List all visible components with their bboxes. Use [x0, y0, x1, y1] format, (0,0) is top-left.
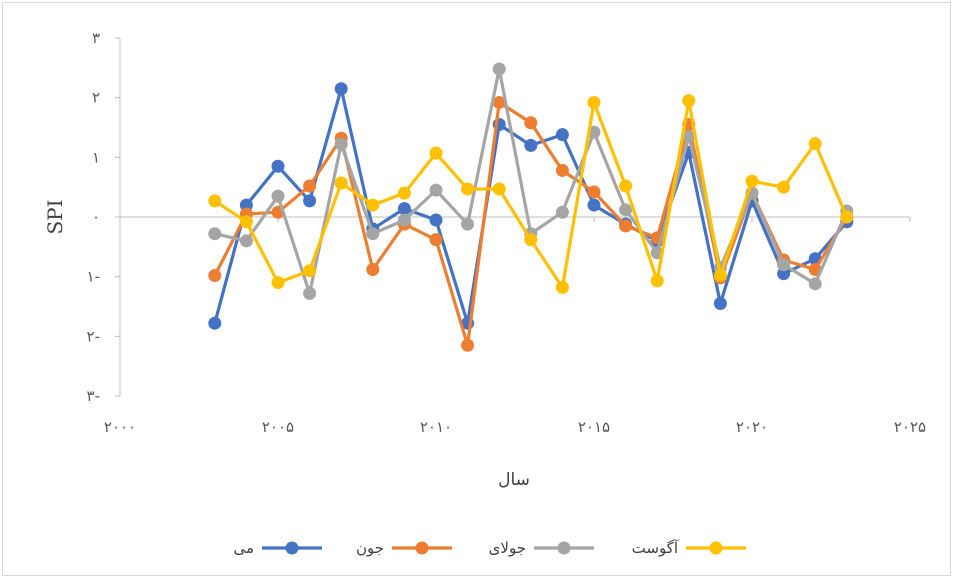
x-tick-label: ۲۰۰۰	[104, 418, 136, 436]
legend: می جون جولای آگوست	[233, 539, 746, 557]
y-tick-label: ۳	[92, 29, 100, 47]
data-point	[429, 146, 443, 160]
y-axis-title: SPI	[43, 199, 67, 234]
data-point	[777, 180, 791, 194]
data-point	[650, 274, 664, 288]
data-point	[366, 263, 380, 277]
data-point	[303, 179, 317, 193]
data-point	[461, 338, 475, 352]
x-tick-label: ۲۰۱۵	[578, 418, 610, 436]
x-tick-label: ۲۰۱۰	[420, 418, 452, 436]
x-tick-label: ۲۰۲۵	[894, 418, 926, 436]
legend-item: جولای	[489, 539, 594, 557]
data-point	[334, 176, 348, 190]
data-point	[303, 286, 317, 300]
series-group	[208, 62, 854, 352]
x-axis-title: سال	[498, 470, 530, 490]
y-tick-label: ۲-	[87, 327, 100, 345]
data-point	[808, 137, 822, 151]
data-point	[492, 182, 506, 196]
data-point	[303, 264, 317, 278]
y-tick-label: ۰	[92, 208, 100, 226]
legend-label: جولای	[489, 539, 526, 557]
legend-swatch-marker	[557, 541, 571, 555]
data-point	[208, 227, 222, 241]
data-point	[713, 268, 727, 282]
data-point	[587, 198, 601, 212]
y-tick-label: ۳-	[87, 387, 100, 405]
x-tick-label: ۲۰۲۰	[736, 418, 768, 436]
data-point	[555, 280, 569, 294]
data-point	[208, 316, 222, 330]
data-point	[524, 138, 538, 152]
data-point	[271, 276, 285, 290]
data-point	[682, 129, 696, 143]
data-point	[587, 185, 601, 199]
data-point	[492, 62, 506, 76]
data-point	[619, 179, 633, 193]
data-point	[555, 128, 569, 142]
legend-item: جون	[356, 539, 452, 557]
data-point	[208, 194, 222, 208]
legend-swatch-marker	[415, 541, 429, 555]
data-point	[303, 194, 317, 208]
series-4	[208, 94, 854, 294]
data-point	[271, 189, 285, 203]
y-tick-label: ۲	[92, 89, 100, 107]
data-point	[397, 213, 411, 227]
axes	[115, 37, 911, 397]
data-point	[587, 95, 601, 109]
y-tick-label: ۱-	[87, 268, 100, 286]
data-point	[429, 183, 443, 197]
legend-label: جون	[356, 539, 384, 557]
data-point	[429, 213, 443, 227]
data-point	[271, 159, 285, 173]
data-point	[492, 95, 506, 109]
data-point	[334, 137, 348, 151]
data-point	[239, 215, 253, 229]
data-point	[777, 258, 791, 272]
data-point	[397, 186, 411, 200]
legend-item: آگوست	[632, 539, 746, 557]
legend-item: می	[233, 539, 322, 557]
data-point	[524, 116, 538, 130]
data-point	[555, 163, 569, 177]
data-point	[239, 234, 253, 248]
data-point	[808, 277, 822, 291]
data-point	[461, 182, 475, 196]
y-tick-label: ۱	[92, 148, 100, 166]
data-point	[840, 210, 854, 224]
data-point	[366, 227, 380, 241]
data-point	[524, 233, 538, 247]
data-point	[713, 297, 727, 311]
x-tick-label: ۲۰۰۵	[262, 418, 294, 436]
legend-swatch-marker	[709, 541, 723, 555]
x-tick-labels: ۲۰۰۰ ۲۰۰۵ ۲۰۱۰ ۲۰۱۵ ۲۰۲۰ ۲۰۲۵	[104, 418, 926, 436]
data-point	[397, 202, 411, 216]
data-point	[745, 174, 759, 188]
y-tick-labels: ۳- ۲- ۱- ۰ ۱ ۲ ۳	[87, 29, 100, 405]
legend-swatch-marker	[285, 541, 299, 555]
data-point	[239, 198, 253, 212]
series-2	[208, 95, 854, 352]
legend-label: می	[233, 539, 254, 557]
data-point	[366, 198, 380, 212]
data-point	[461, 217, 475, 231]
data-point	[429, 233, 443, 247]
data-point	[334, 82, 348, 96]
data-point	[555, 205, 569, 219]
data-point	[619, 203, 633, 217]
data-point	[208, 268, 222, 282]
series-line	[213, 100, 849, 347]
data-point	[619, 219, 633, 233]
data-point	[682, 94, 696, 108]
legend-label: آگوست	[632, 539, 679, 557]
data-point	[777, 267, 791, 281]
